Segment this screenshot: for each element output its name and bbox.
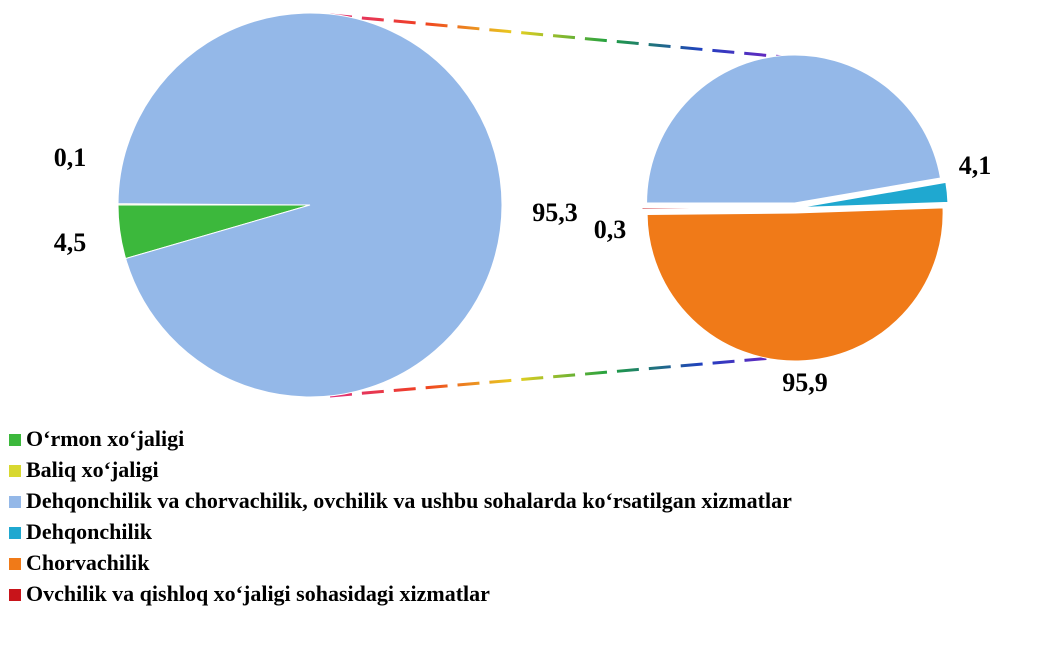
legend-marker (9, 558, 21, 570)
pie-slice (799, 181, 949, 208)
data-label: 4,1 (959, 151, 992, 180)
data-label: 0,3 (594, 215, 627, 244)
legend-marker (9, 434, 21, 446)
data-label: 4,5 (54, 228, 87, 257)
pie-slice (646, 54, 942, 204)
legend-label: Chorvachilik (26, 550, 150, 575)
legend: O‘rmon xo‘jaligi Baliq xo‘jaligi Dehqonchi… (9, 426, 792, 606)
legend-marker (9, 465, 21, 477)
connector-line (329, 354, 796, 398)
pie-slice (646, 207, 944, 362)
legend-label: O‘rmon xo‘jaligi (26, 426, 184, 451)
data-label: 0,1 (54, 143, 87, 172)
connector-line (329, 13, 796, 60)
legend-label: Ovchilik va qishloq xo‘jaligi sohasidagi… (26, 581, 490, 606)
pies (117, 12, 949, 398)
labels: 4,5 0,1 95,3 4,1 95,9 0,3 (54, 143, 992, 397)
legend-label: Dehqonchilik (26, 519, 153, 544)
legend-label: Dehqonchilik va chorvachilik, ovchilik v… (26, 488, 792, 513)
legend-marker (9, 527, 21, 539)
pie-slice (641, 207, 791, 210)
legend-label: Baliq xo‘jaligi (26, 457, 159, 482)
pie-slice (117, 12, 503, 398)
legend-marker (9, 496, 21, 508)
data-label: 95,9 (782, 368, 828, 397)
data-label: 95,3 (532, 198, 578, 227)
legend-marker (9, 589, 21, 601)
